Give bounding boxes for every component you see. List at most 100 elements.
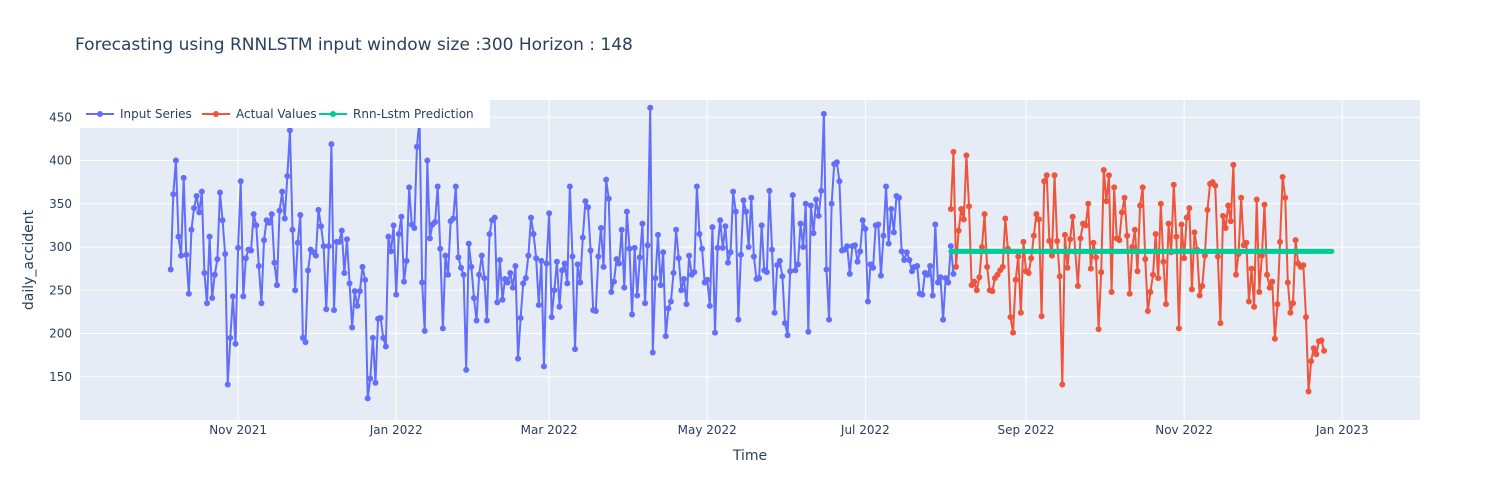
input-series-point xyxy=(693,183,700,190)
input-series-point xyxy=(460,271,467,278)
actual-values-point xyxy=(1258,252,1265,259)
input-series-point xyxy=(678,287,685,294)
input-series-point xyxy=(686,252,693,259)
input-series-point xyxy=(297,212,304,219)
input-series-point xyxy=(312,252,319,259)
actual-values-point xyxy=(966,203,973,210)
actual-values-point xyxy=(947,205,954,212)
input-series-point xyxy=(512,263,519,270)
input-series-point xyxy=(724,259,731,266)
actual-values-point xyxy=(1175,325,1182,332)
actual-values-point xyxy=(1160,258,1167,265)
actual-values-point xyxy=(1111,184,1118,191)
actual-values-point xyxy=(1059,381,1066,388)
actual-values-point xyxy=(1121,194,1128,201)
actual-values-point xyxy=(1137,202,1144,209)
actual-values-point xyxy=(1095,326,1102,333)
input-series-point xyxy=(743,208,750,215)
input-series-point xyxy=(442,252,449,259)
input-series-point xyxy=(631,244,638,251)
legend[interactable]: Input Series Actual Values Rnn-Lstm Predic… xyxy=(80,100,490,128)
input-series-point xyxy=(553,258,560,265)
input-series-point xyxy=(652,275,659,282)
actual-values-point xyxy=(1292,237,1299,244)
x-axis-title: Time xyxy=(732,448,767,464)
input-series-point xyxy=(582,198,589,205)
actual-values-point xyxy=(973,287,980,294)
input-series-point xyxy=(261,237,268,244)
input-series-point xyxy=(732,208,739,215)
legend-item-actual-values[interactable]: Actual Values xyxy=(202,107,317,121)
input-series-point xyxy=(564,280,571,287)
actual-values-point xyxy=(1002,215,1009,222)
input-series-point xyxy=(214,256,221,263)
input-series-point xyxy=(229,293,236,300)
input-series-point xyxy=(820,110,827,117)
legend-item-rnn-lstm-prediction[interactable]: Rnn-Lstm Prediction xyxy=(319,107,474,121)
input-series-point xyxy=(714,244,721,251)
legend-item-input-series[interactable]: Input Series xyxy=(86,107,192,121)
input-series-point xyxy=(662,333,669,340)
actual-values-point xyxy=(1144,308,1151,315)
input-series-point xyxy=(706,302,713,309)
actual-values-point xyxy=(1230,161,1237,168)
input-series-point xyxy=(932,221,939,228)
input-series-point xyxy=(766,187,773,194)
input-series-point xyxy=(478,252,485,259)
input-series-point xyxy=(587,247,594,254)
input-series-point xyxy=(608,289,615,295)
actual-values-point xyxy=(1020,238,1027,245)
input-series-point xyxy=(675,255,682,262)
input-series-point xyxy=(198,188,205,195)
actual-values-point xyxy=(1077,235,1084,242)
input-series-point xyxy=(660,249,667,256)
input-series-point xyxy=(691,269,698,276)
input-series-point xyxy=(286,127,293,134)
input-series-point xyxy=(595,253,602,260)
y-tick-label: 250 xyxy=(49,283,72,297)
input-series-point xyxy=(906,257,913,263)
input-series-point xyxy=(699,245,706,252)
input-series-point xyxy=(336,238,343,245)
input-series-point xyxy=(805,328,812,335)
input-series-point xyxy=(271,259,278,266)
actual-values-point xyxy=(1043,172,1050,179)
actual-values-point xyxy=(1271,335,1278,342)
input-series-point xyxy=(934,279,941,286)
input-series-point xyxy=(597,225,604,231)
input-series-point xyxy=(740,197,747,204)
input-series-point xyxy=(815,212,822,219)
series-layer xyxy=(167,104,1335,402)
input-series-point xyxy=(196,209,203,216)
input-series-point xyxy=(647,104,654,111)
input-series-point xyxy=(670,269,677,276)
input-series-point xyxy=(515,355,522,362)
input-series-point xyxy=(380,334,387,341)
input-series-point xyxy=(797,220,804,227)
input-series-point xyxy=(445,271,452,278)
input-series-point xyxy=(864,298,871,305)
input-series-point xyxy=(623,208,630,215)
input-series-point xyxy=(439,325,446,332)
input-series-point xyxy=(289,226,296,233)
input-series-point xyxy=(556,303,563,310)
rnn-lstm-prediction-point xyxy=(1329,248,1335,254)
actual-values-point xyxy=(1139,184,1146,191)
input-series-point xyxy=(836,178,843,185)
legend-label: Rnn-Lstm Prediction xyxy=(353,107,474,121)
input-series-point xyxy=(851,242,858,249)
input-series-point xyxy=(522,275,529,282)
x-axis-ticks: Nov 2021 Jan 2022 Mar 2022 May 2022 Jul 2022… xyxy=(209,423,1368,437)
actual-values-point xyxy=(1243,239,1250,246)
input-series-point xyxy=(351,288,358,295)
input-series-point xyxy=(903,249,910,256)
input-series-point xyxy=(209,295,216,302)
actual-values-point xyxy=(1142,256,1149,263)
input-series-point xyxy=(898,248,905,255)
y-tick-label: 350 xyxy=(49,197,72,211)
input-series-point xyxy=(178,252,185,259)
input-series-point xyxy=(680,276,687,283)
actual-values-point xyxy=(1165,220,1172,227)
actual-values-point xyxy=(981,211,988,218)
input-series-point xyxy=(603,176,610,183)
